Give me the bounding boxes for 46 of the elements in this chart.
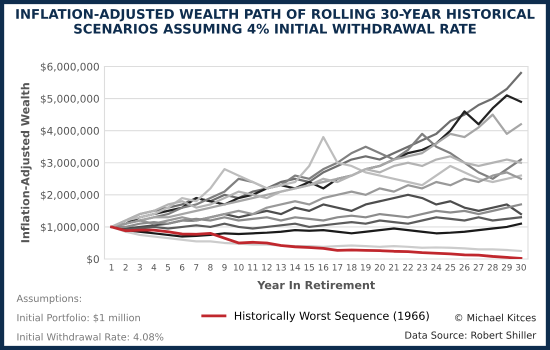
x-tick-label: 7: [194, 264, 198, 271]
x-tick-label: 1: [110, 264, 114, 271]
legend-label: Historically Worst Sequence (1966): [234, 311, 429, 322]
y-tick-label: $3,000,000: [40, 158, 99, 168]
x-tick-label: 27: [474, 264, 484, 271]
x-tick-label: 29: [502, 264, 512, 271]
y-tick-label: $6,000,000: [40, 62, 99, 72]
x-tick-label: 11: [248, 264, 258, 271]
y-tick-label: $4,000,000: [40, 126, 99, 136]
x-tick-label: 30: [516, 264, 526, 271]
x-tick-label: 23: [417, 264, 427, 271]
text: Initial Portfolio: $1 million: [17, 314, 140, 323]
x-tick-label: 14: [290, 264, 300, 271]
chart-title: INFLATION-ADJUSTED WEALTH PATH OF ROLLING 30-YEAR HISTORICAL SCENARIOS ASSUMING 4% INITIAL WITHDRAWAL RATE: [16, 8, 535, 34]
x-tick-label: 15: [304, 264, 314, 271]
y-tick-label: $0: [87, 255, 99, 264]
x-tick-label: 16: [318, 264, 328, 271]
y-tick-label: $1,000,000: [40, 222, 99, 232]
x-tick-label: 8: [208, 264, 213, 271]
x-tick-label: 18: [346, 264, 357, 271]
x-tick-label: 22: [403, 264, 413, 271]
x-tick-label: 25: [445, 264, 456, 271]
x-tick-label: 12: [262, 264, 272, 271]
x-tick-label: 6: [180, 264, 184, 271]
x-tick-label: 21: [388, 264, 399, 271]
x-tick-label: 19: [361, 264, 371, 271]
y-tick-label: $2,000,000: [40, 190, 99, 200]
x-axis-title: Year In Retirement: [257, 280, 375, 290]
x-tick-label: 9: [222, 264, 227, 271]
text: © Michael Kitces: [455, 314, 536, 322]
text: Assumptions:: [16, 294, 81, 304]
x-tick-label: 13: [276, 264, 286, 271]
y-axis-title: Inflation-Adjusted Wealth: [20, 83, 32, 242]
source-note: Data Source: Robert Shiller: [405, 331, 536, 339]
x-tick-label: 4: [152, 264, 156, 271]
x-tick-label: 3: [138, 264, 142, 271]
x-tick-label: 2: [124, 264, 128, 271]
x-tick-label: 28: [488, 264, 498, 271]
x-tick-label: 26: [460, 264, 470, 271]
x-tick-label: 17: [332, 264, 342, 271]
x-tick-label: 10: [234, 264, 244, 271]
x-tick-label: 20: [374, 264, 385, 271]
x-tick-label: 24: [431, 264, 442, 271]
x-tick-label: 5: [166, 264, 170, 271]
text: Initial Withdrawal Rate: 4.08%: [17, 333, 164, 341]
y-tick-label: $5,000,000: [40, 94, 99, 104]
